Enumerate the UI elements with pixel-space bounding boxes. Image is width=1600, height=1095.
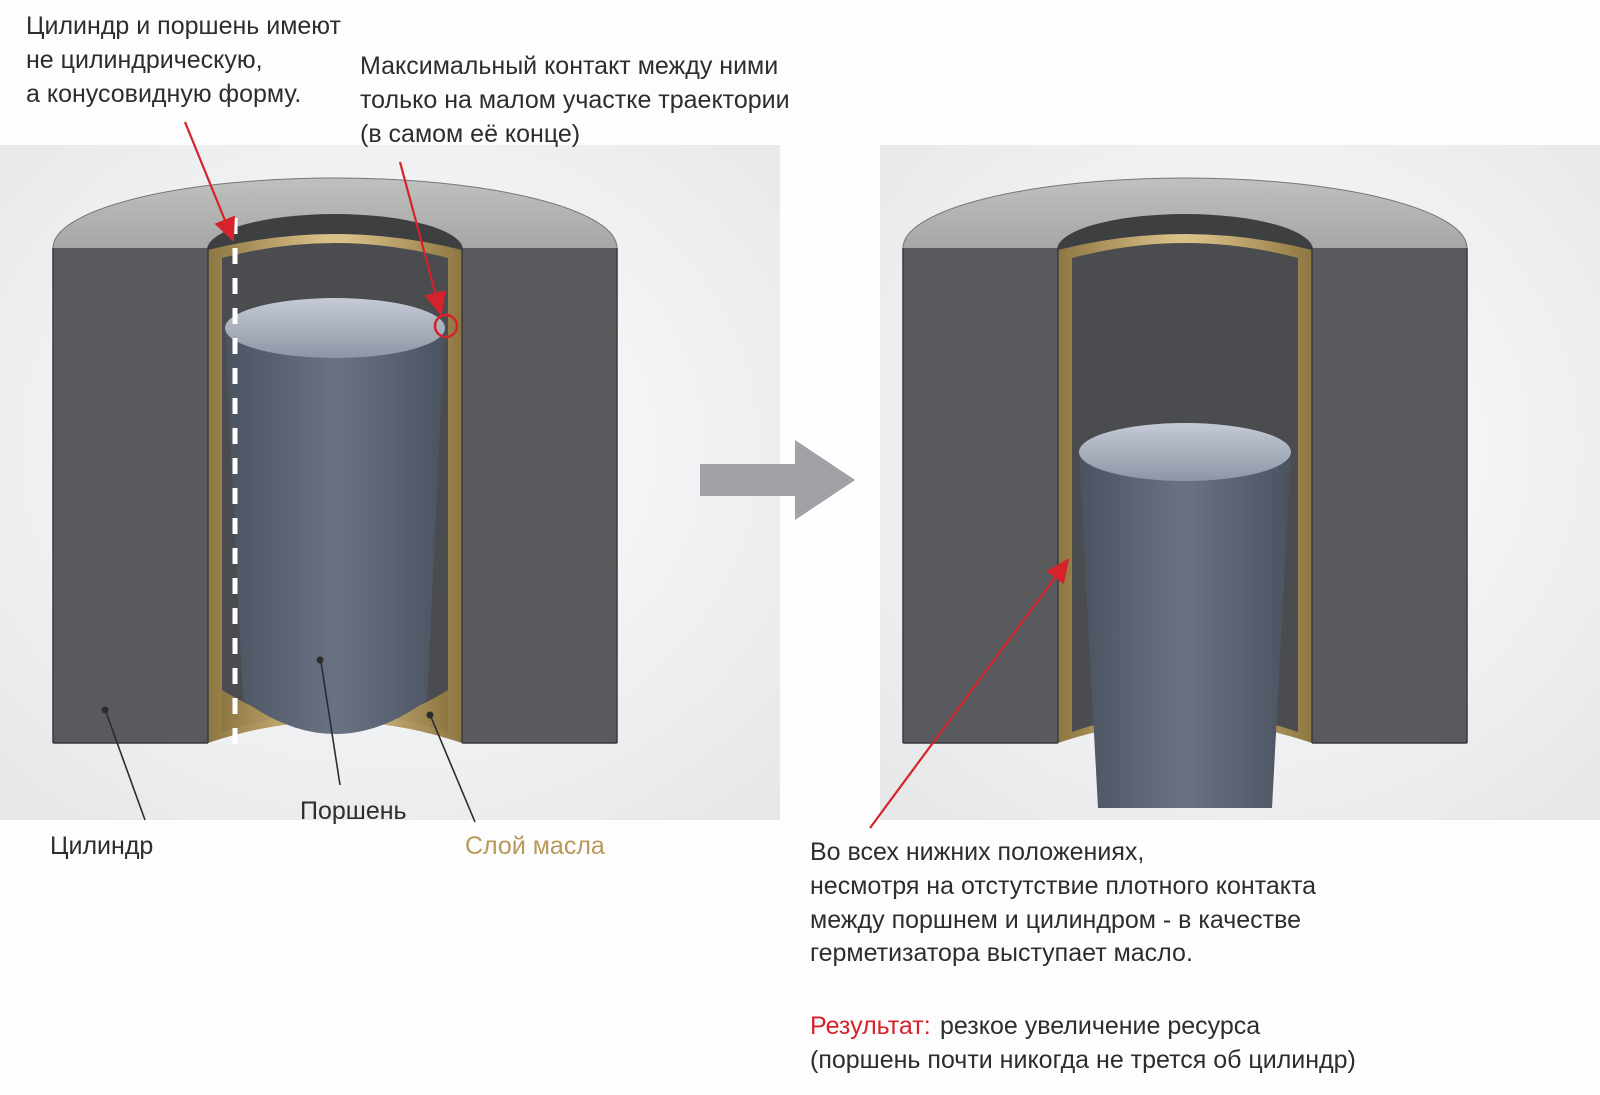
right-panel-bg bbox=[880, 145, 1600, 820]
oil-layer-right bbox=[1058, 234, 1312, 743]
pointer-lines bbox=[0, 0, 1600, 1095]
right-diagram bbox=[0, 0, 1600, 1095]
annotation-top-right: Максимальный контакт между ними только н… bbox=[360, 50, 790, 151]
result-label: Результат: bbox=[810, 1010, 931, 1044]
annotation-top-left: Цилиндр и поршень имеют не цилиндрическу… bbox=[26, 10, 341, 111]
cylinder-body-left bbox=[53, 178, 617, 743]
cut-edges-right bbox=[903, 248, 1467, 743]
label-piston: Поршень bbox=[300, 795, 407, 829]
piston-right bbox=[1079, 423, 1291, 808]
label-oil: Слой масла bbox=[465, 830, 605, 864]
transition-arrow bbox=[0, 0, 1600, 1095]
piston-left bbox=[225, 298, 445, 734]
background-panels bbox=[0, 0, 1600, 1095]
left-diagram bbox=[0, 0, 1600, 1095]
label-cylinder: Цилиндр bbox=[50, 830, 153, 864]
contact-point-circle bbox=[435, 315, 457, 337]
result-text-line2: (поршень почти никогда не трется об цили… bbox=[810, 1044, 1356, 1078]
annotation-bottom-right: Во всех нижних положениях, несмотря на о… bbox=[810, 836, 1316, 971]
left-panel-bg bbox=[0, 145, 780, 820]
oil-layer-left bbox=[208, 234, 462, 743]
cylinder-body-right bbox=[903, 178, 1467, 743]
result-text-line1: резкое увеличение ресурса bbox=[940, 1010, 1260, 1044]
bg bbox=[0, 0, 1600, 1095]
cut-edges-left bbox=[53, 248, 617, 743]
